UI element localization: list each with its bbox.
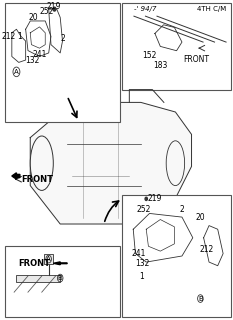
Text: B: B bbox=[58, 275, 63, 281]
Circle shape bbox=[145, 197, 147, 200]
Bar bbox=[5, 3, 120, 122]
Text: 4TH C/M: 4TH C/M bbox=[197, 6, 226, 12]
Bar bbox=[5, 246, 120, 317]
Bar bbox=[44, 254, 53, 264]
Text: 2: 2 bbox=[60, 34, 65, 43]
Text: 132: 132 bbox=[25, 56, 40, 65]
Text: 132: 132 bbox=[135, 259, 149, 268]
Text: 219: 219 bbox=[148, 194, 162, 203]
Text: 212: 212 bbox=[1, 32, 16, 41]
Polygon shape bbox=[30, 102, 192, 224]
Text: 241: 241 bbox=[32, 50, 47, 59]
Ellipse shape bbox=[30, 136, 53, 190]
Text: A: A bbox=[46, 256, 51, 262]
Text: FRONT: FRONT bbox=[21, 175, 53, 184]
Text: FRONT: FRONT bbox=[19, 260, 51, 268]
Text: 219: 219 bbox=[46, 2, 61, 11]
Text: 252: 252 bbox=[39, 7, 54, 16]
Text: 1: 1 bbox=[140, 272, 144, 281]
Text: B: B bbox=[198, 296, 203, 301]
Text: 183: 183 bbox=[153, 61, 168, 70]
Ellipse shape bbox=[166, 141, 185, 186]
Polygon shape bbox=[17, 275, 60, 282]
Text: 252: 252 bbox=[137, 205, 151, 214]
Text: 1: 1 bbox=[17, 32, 22, 41]
Text: 2: 2 bbox=[180, 205, 184, 214]
Text: -' 94/7: -' 94/7 bbox=[134, 6, 156, 12]
Text: 241: 241 bbox=[131, 249, 146, 258]
Text: 20: 20 bbox=[29, 13, 38, 22]
Polygon shape bbox=[12, 173, 20, 179]
Text: 212: 212 bbox=[200, 245, 214, 254]
Text: FRONT: FRONT bbox=[183, 55, 209, 64]
Bar bbox=[122, 3, 231, 90]
Text: 152: 152 bbox=[142, 51, 157, 60]
Bar bbox=[122, 195, 231, 317]
Polygon shape bbox=[53, 262, 67, 265]
Text: 20: 20 bbox=[195, 212, 205, 221]
Text: A: A bbox=[14, 69, 19, 75]
Circle shape bbox=[53, 7, 56, 11]
